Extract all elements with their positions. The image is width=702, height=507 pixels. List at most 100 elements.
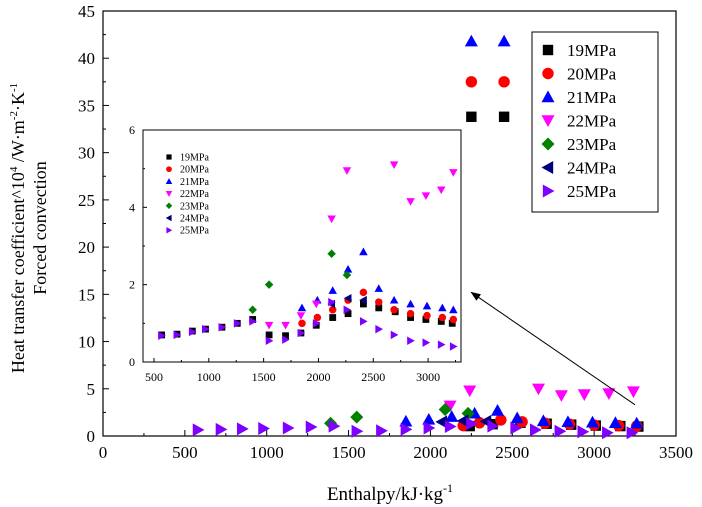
inset-x-tick-label: 500: [145, 370, 163, 384]
inset-data-point-25MPa: [422, 338, 431, 347]
data-point-25MPa: [351, 424, 364, 438]
inset-data-point-23MPa: [342, 270, 352, 280]
data-point-25MPa: [305, 420, 318, 434]
data-point-25MPa: [400, 422, 413, 436]
inset-data-point-21MPa: [438, 303, 447, 312]
data-point-24MPa: [456, 414, 469, 428]
data-point-25MPa: [602, 426, 614, 440]
legend-label: 23MPa: [567, 135, 617, 154]
inset-data-point-19MPa: [422, 316, 430, 323]
legend-marker-24MPa: [541, 161, 554, 174]
data-point-23MPa: [438, 403, 452, 417]
data-point-25MPa: [626, 426, 639, 440]
inset-data-point-23MPa: [264, 280, 274, 289]
data-point-21MPa: [491, 404, 505, 416]
inset-legend-marker-19MPa: [166, 154, 172, 160]
inset-data-point-25MPa: [188, 327, 197, 337]
inset-data-point-20MPa: [406, 309, 415, 318]
inset-data-point-22MPa: [449, 169, 458, 177]
inset-data-point-25MPa: [437, 340, 446, 349]
legend-marker-23MPa: [541, 137, 555, 151]
data-point-25MPa: [215, 422, 228, 436]
legend-marker-22MPa: [541, 115, 555, 127]
legend-marker-21MPa: [541, 90, 555, 103]
inset-legend-marker-20MPa: [166, 166, 172, 173]
offscale-marker-21MPa: [497, 34, 511, 47]
inset-data-point-25MPa: [173, 330, 182, 340]
inset-data-point-22MPa: [389, 161, 399, 170]
legend-label: 25MPa: [567, 182, 617, 201]
inset-data-point-20MPa: [298, 319, 306, 328]
y-tick-label: 0: [87, 427, 96, 446]
y-tick-label: 35: [78, 96, 95, 115]
main-axes: 0 500 1000 1500 2000 2500 3000 3500051015202530…: [78, 2, 693, 462]
inset-data-point-24MPa: [359, 295, 367, 305]
annotation-arrow: [470, 291, 636, 406]
inset-data-point-19MPa: [437, 318, 445, 325]
inset-data-point-25MPa: [202, 324, 210, 334]
legend-label: 21MPa: [567, 88, 617, 107]
inset-data-point-21MPa: [406, 299, 415, 308]
legend-marker-19MPa: [542, 44, 554, 56]
data-point-24MPa: [435, 415, 448, 429]
inset-x-tick-label: 1000: [197, 370, 221, 384]
data-point-25MPa: [423, 421, 436, 435]
inset-data-point-22MPa: [264, 321, 274, 330]
data-point-21MPa: [510, 411, 524, 424]
data-point-22MPa: [554, 390, 568, 402]
inset-data-point-21MPa: [389, 295, 399, 304]
data-point-21MPa: [630, 416, 644, 429]
y-tick-label: 25: [78, 191, 95, 210]
inset-y-tick-label: 0: [129, 355, 135, 369]
inset-data-point-25MPa: [407, 336, 415, 345]
data-point-22MPa: [577, 389, 591, 401]
data-point-25MPa: [530, 423, 542, 437]
inset-x-tick-label: 2000: [306, 370, 330, 384]
inset-data-point-19MPa: [360, 300, 367, 308]
inset-data-point-23MPa: [248, 305, 257, 315]
inset-data-point-19MPa: [265, 331, 273, 339]
legend-label: 20MPa: [567, 65, 617, 84]
inset-x-tick-label: 1500: [252, 370, 276, 384]
main-legend-box: [531, 31, 659, 213]
inset-legend-label: 21MPa: [180, 177, 209, 188]
x-axis-label: Enthalpy/kJ·kg-1: [327, 481, 453, 505]
data-point-25MPa: [192, 423, 205, 437]
inset-data-points: [158, 161, 458, 351]
data-point-22MPa: [443, 400, 457, 413]
offscale-marker-20MPa: [498, 76, 510, 88]
inset-data-point-21MPa: [297, 303, 307, 312]
offscale-marker-20MPa: [465, 76, 478, 88]
inset-data-point-22MPa: [312, 300, 321, 309]
y-tick-label: 45: [78, 2, 95, 21]
data-point-25MPa: [376, 424, 388, 438]
data-point-21MPa: [608, 416, 622, 428]
inset-data-point-20MPa: [438, 313, 447, 322]
inset-data-point-21MPa: [328, 286, 337, 294]
data-point-25MPa: [554, 424, 567, 438]
data-point-21MPa: [422, 412, 436, 425]
data-point-21MPa: [445, 410, 459, 422]
inset-data-point-19MPa: [282, 332, 289, 340]
inset-legend-label: 25MPa: [180, 226, 209, 237]
data-point-23MPa: [350, 410, 364, 424]
inset-data-point-19MPa: [375, 304, 383, 312]
x-tick-label: 1500: [332, 443, 366, 462]
inset-legend-marker-23MPa: [165, 202, 173, 210]
inset-data-point-25MPa: [360, 317, 368, 326]
inset-data-point-22MPa: [281, 321, 290, 330]
inset-data-point-20MPa: [449, 315, 458, 324]
inset-data-point-25MPa: [282, 335, 290, 344]
inset-x-tick-label: 2500: [361, 370, 385, 384]
inset-data-point-20MPa: [359, 288, 368, 297]
data-point-22MPa: [626, 386, 640, 399]
data-point-25MPa: [236, 422, 249, 436]
inset-data-point-25MPa: [449, 342, 458, 351]
inset-data-point-21MPa: [359, 247, 368, 256]
inset-legend-label: 23MPa: [180, 201, 209, 212]
data-point-25MPa: [258, 421, 270, 435]
data-point-22MPa: [463, 385, 477, 398]
data-point-25MPa: [328, 419, 341, 433]
y-tick-label: 20: [78, 238, 95, 257]
